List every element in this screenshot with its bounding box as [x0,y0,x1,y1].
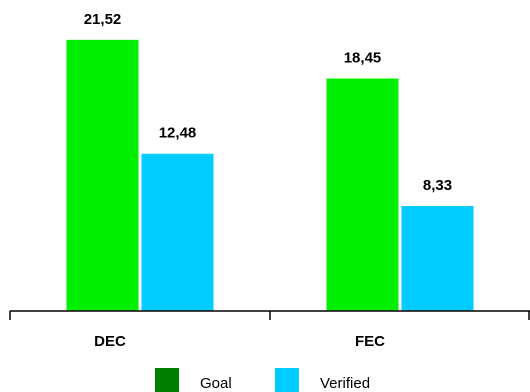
value-label: 18,45 [344,49,382,66]
legend-label: Verified [320,375,370,392]
legend-label: Goal [200,375,232,392]
value-label: 21,52 [84,11,122,28]
bar [401,206,474,311]
bar [141,153,214,311]
legend-swatch [275,368,299,392]
bar [326,78,399,311]
bar [66,39,139,312]
value-label: 8,33 [423,177,452,194]
value-label: 12,48 [159,125,197,142]
legend-swatch [155,368,179,392]
x-tick-label: FEC [355,333,385,350]
x-tick-label: DEC [94,333,126,350]
